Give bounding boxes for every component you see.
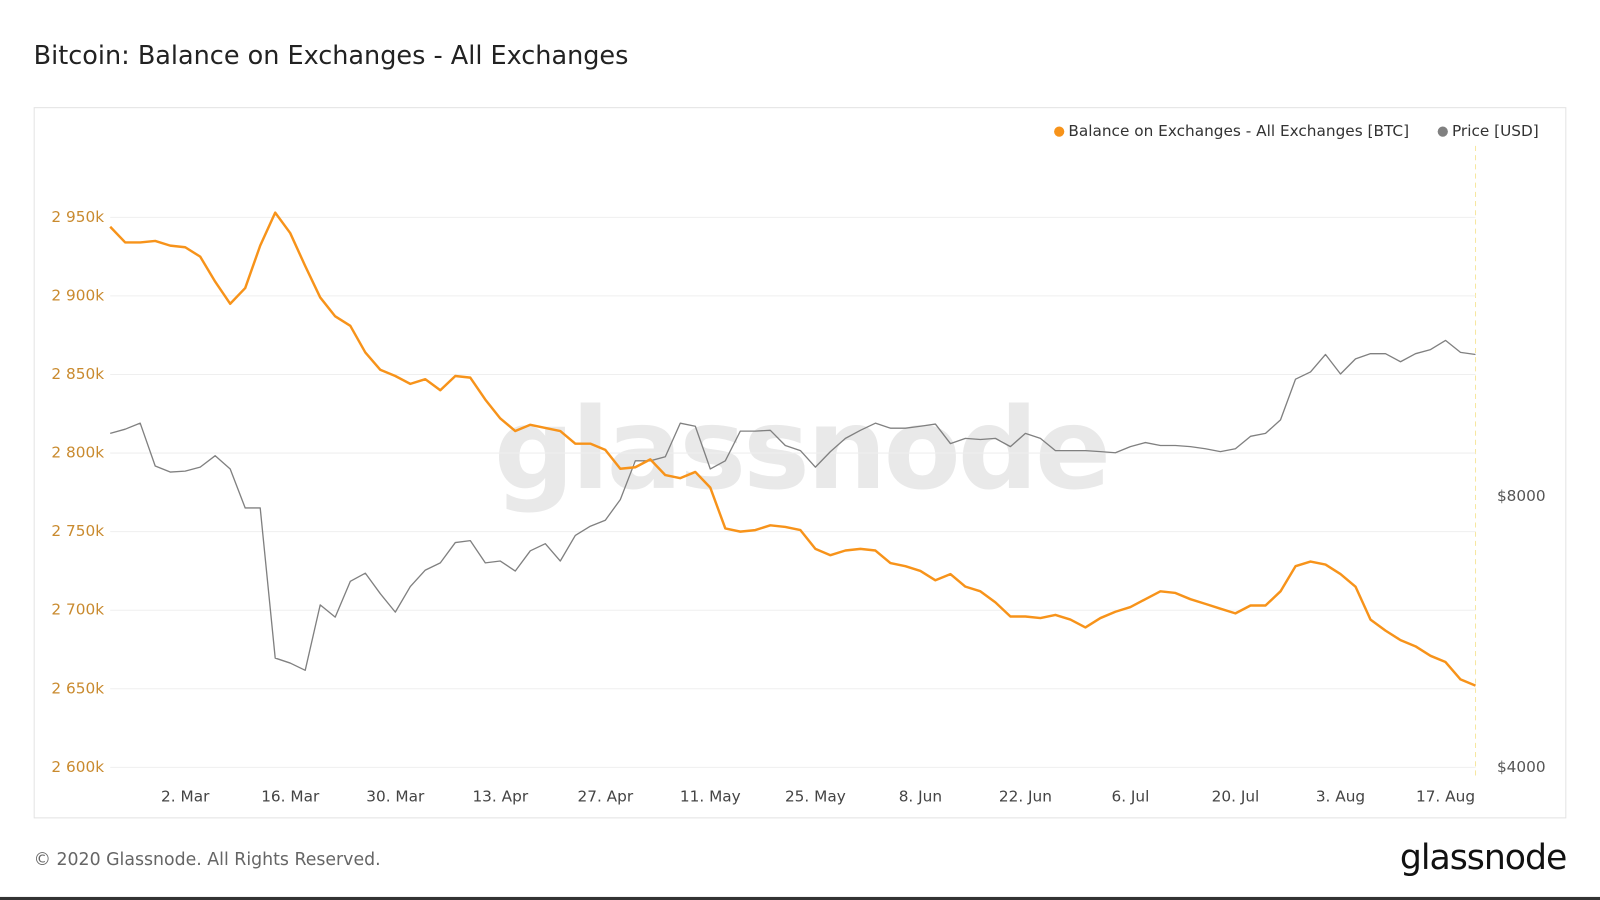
x-tick-label: 2. Mar bbox=[161, 787, 210, 805]
y-tick-label: 2 950k bbox=[51, 208, 104, 226]
logo: glassnode bbox=[1400, 838, 1566, 878]
footer: © 2020 Glassnode. All Rights Reserved. bbox=[34, 850, 381, 870]
y-tick-label: 2 850k bbox=[51, 365, 104, 383]
x-tick-label: 8. Jun bbox=[899, 787, 942, 805]
series-line bbox=[109, 211, 1476, 687]
x-tick-label: 11. May bbox=[680, 787, 741, 805]
x-tick-label: 30. Mar bbox=[366, 787, 425, 805]
y-tick-label: 2 800k bbox=[51, 444, 104, 462]
watermark: glassnode bbox=[494, 385, 1108, 515]
y-tick-label: 2 750k bbox=[51, 522, 104, 540]
x-tick-label: 20. Jul bbox=[1212, 787, 1260, 805]
legend-label: Balance on Exchanges - All Exchanges [BT… bbox=[1068, 122, 1409, 140]
bottom-strip bbox=[0, 896, 1600, 900]
chart-frame bbox=[33, 107, 1567, 819]
y-tick-label: 2 600k bbox=[51, 758, 104, 776]
legend-swatch bbox=[1437, 126, 1448, 137]
y-tick-label: 2 900k bbox=[51, 286, 104, 304]
y-tick-label: 2 650k bbox=[51, 679, 104, 697]
y2-tick-label: $8000 bbox=[1497, 487, 1546, 505]
x-tick-label: 16. Mar bbox=[261, 787, 320, 805]
legend-swatch bbox=[1054, 126, 1065, 137]
x-tick-label: 3. Aug bbox=[1316, 787, 1365, 805]
series-line bbox=[110, 339, 1476, 671]
x-tick-label: 25. May bbox=[785, 787, 846, 805]
chart-title: Bitcoin: Balance on Exchanges - All Exch… bbox=[34, 41, 629, 71]
x-tick-label: 6. Jul bbox=[1111, 787, 1149, 805]
x-tick-label: 13. Apr bbox=[472, 787, 528, 805]
x-tick-label: 17. Aug bbox=[1416, 787, 1475, 805]
x-tick-label: 27. Apr bbox=[577, 787, 633, 805]
y2-tick-label: $4000 bbox=[1497, 758, 1546, 776]
y-tick-label: 2 700k bbox=[51, 601, 104, 619]
legend-label: Price [USD] bbox=[1452, 122, 1539, 140]
x-tick-label: 22. Jun bbox=[999, 787, 1052, 805]
